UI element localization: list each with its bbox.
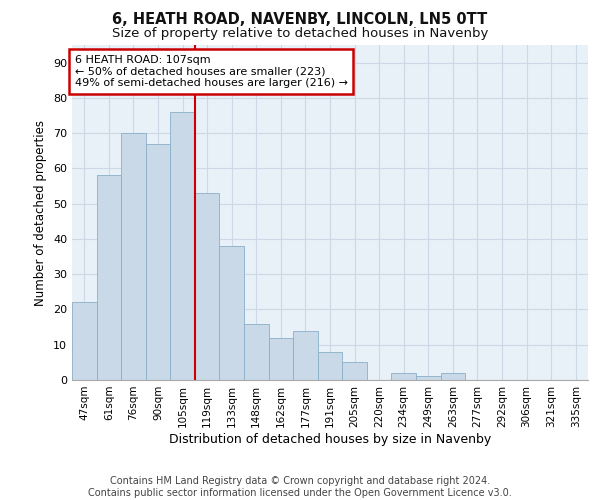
Bar [244, 324, 269, 380]
Bar [391, 373, 416, 380]
Bar [440, 373, 465, 380]
Bar [293, 330, 318, 380]
Bar [195, 193, 220, 380]
Bar [269, 338, 293, 380]
X-axis label: Distribution of detached houses by size in Navenby: Distribution of detached houses by size … [169, 432, 491, 446]
Text: Contains HM Land Registry data © Crown copyright and database right 2024.
Contai: Contains HM Land Registry data © Crown c… [88, 476, 512, 498]
Bar [416, 376, 440, 380]
Text: 6 HEATH ROAD: 107sqm
← 50% of detached houses are smaller (223)
49% of semi-deta: 6 HEATH ROAD: 107sqm ← 50% of detached h… [74, 55, 347, 88]
Bar [146, 144, 170, 380]
Bar [342, 362, 367, 380]
Bar [97, 176, 121, 380]
Bar [170, 112, 195, 380]
Text: 6, HEATH ROAD, NAVENBY, LINCOLN, LN5 0TT: 6, HEATH ROAD, NAVENBY, LINCOLN, LN5 0TT [112, 12, 488, 28]
Bar [220, 246, 244, 380]
Text: Size of property relative to detached houses in Navenby: Size of property relative to detached ho… [112, 28, 488, 40]
Bar [121, 133, 146, 380]
Bar [72, 302, 97, 380]
Bar [318, 352, 342, 380]
Y-axis label: Number of detached properties: Number of detached properties [34, 120, 47, 306]
